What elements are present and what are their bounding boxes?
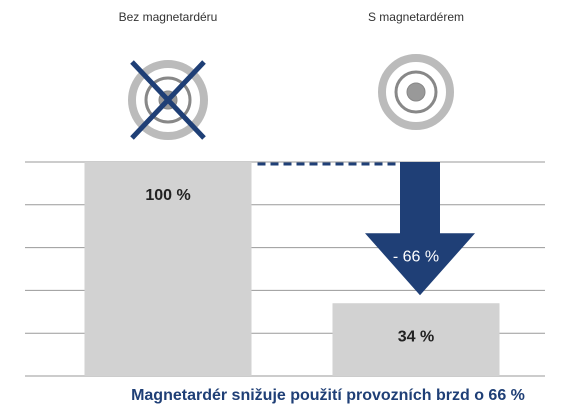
icon-with xyxy=(382,58,450,126)
reduction-arrow xyxy=(365,162,475,295)
caption: Magnetardér snižuje použití provozních b… xyxy=(131,387,525,404)
value-label: 34 % xyxy=(398,328,434,345)
icon-without xyxy=(132,62,204,138)
page: Magnetardér snižuje použití provozních b… xyxy=(0,0,571,411)
value-label: 100 % xyxy=(145,187,190,204)
reduction-label: - 66 % xyxy=(393,248,439,265)
category-label: S magnetardérem xyxy=(368,10,464,24)
category-label: Bez magnetardéru xyxy=(119,10,218,24)
chart: Magnetardér snižuje použití provozních b… xyxy=(0,0,571,411)
